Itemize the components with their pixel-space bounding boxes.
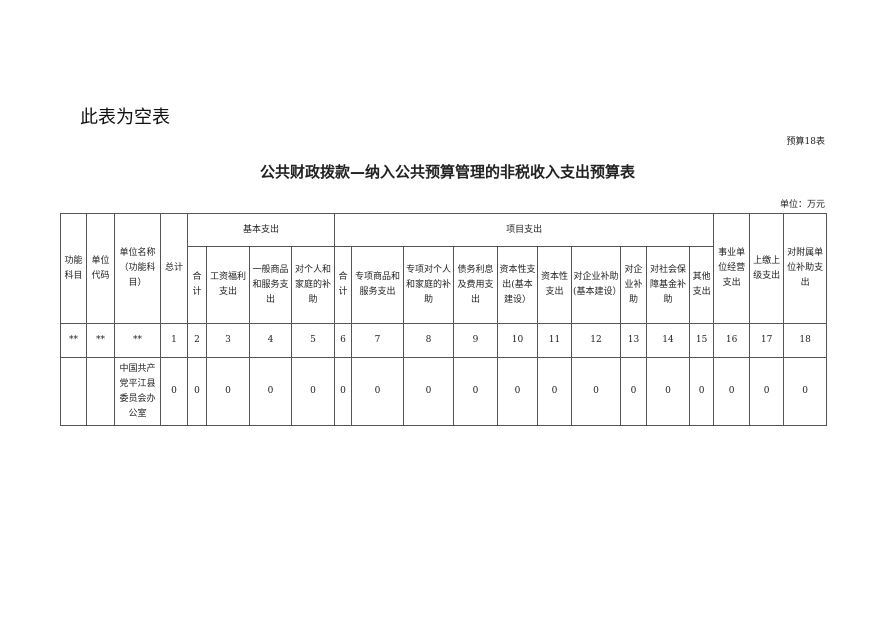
header-tail: 对附属单位补助支出	[783, 213, 828, 324]
data-cell: 0	[187, 357, 207, 426]
header-total: 总计	[160, 213, 188, 324]
header-project-col: 专项商品和服务支出	[351, 246, 405, 324]
header-project: 项目支出	[334, 213, 715, 247]
number-cell: 9	[453, 323, 499, 358]
data-cell: 中国共产党平江县委员会办公室	[114, 357, 161, 426]
data-cell: 0	[206, 357, 250, 426]
data-cell: 0	[571, 357, 622, 426]
header-project-col: 对企业补助	[620, 246, 648, 324]
number-cell: **	[114, 323, 161, 358]
data-cell: 0	[646, 357, 691, 426]
number-cell: 1	[160, 323, 188, 358]
data-cell: 0	[497, 357, 539, 426]
header-project-col: 对企业补助(基本建设）	[571, 246, 622, 324]
unit-label: 单位：万元	[779, 200, 825, 210]
table-code: 预算18表	[786, 137, 825, 147]
number-cell: 5	[290, 323, 336, 358]
data-cell: 0	[334, 357, 353, 426]
header-basic-col: 合计	[187, 246, 207, 324]
data-cell: 0	[713, 357, 751, 426]
header-unit-code: 单位代码	[86, 213, 115, 324]
header-project-col: 对社会保障基金补助	[646, 246, 691, 324]
number-cell: 13	[620, 323, 648, 358]
header-project-col: 其他支出	[689, 246, 715, 324]
data-cell: 0	[537, 357, 573, 426]
number-cell: **	[86, 323, 115, 358]
header-project-col: 资本性支出	[537, 246, 573, 324]
header-basic: 基本支出	[186, 213, 336, 247]
data-cell: 0	[749, 357, 785, 426]
number-cell: 16	[713, 323, 751, 358]
number-cell: 18	[783, 323, 828, 358]
data-cell	[60, 357, 87, 426]
number-cell: 2	[187, 323, 207, 358]
number-cell: 12	[571, 323, 622, 358]
data-cell: 0	[689, 357, 715, 426]
data-cell: 0	[403, 357, 455, 426]
data-cell: 0	[249, 357, 292, 426]
header-basic-col: 对个人和家庭的补助	[290, 246, 336, 324]
number-cell: 11	[537, 323, 573, 358]
header-tail: 事业单位经营支出	[713, 213, 751, 324]
header-basic-col: 工资福利支出	[206, 246, 250, 324]
data-cell: 0	[290, 357, 336, 426]
data-cell: 0	[783, 357, 828, 426]
number-cell: 6	[334, 323, 353, 358]
number-cell: **	[60, 323, 87, 358]
number-cell: 10	[497, 323, 539, 358]
number-cell: 15	[689, 323, 715, 358]
header-func: 功能科目	[60, 213, 87, 324]
data-cell: 0	[453, 357, 499, 426]
header-project-col: 专项对个人和家庭的补助	[403, 246, 455, 324]
data-cell: 0	[620, 357, 648, 426]
number-cell: 7	[351, 323, 405, 358]
number-cell: 4	[249, 323, 292, 358]
data-cell: 0	[351, 357, 405, 426]
data-cell	[86, 357, 115, 426]
empty-table-note: 此表为空表	[80, 107, 170, 128]
number-cell: 3	[206, 323, 250, 358]
number-cell: 17	[749, 323, 785, 358]
header-tail: 上缴上级支出	[749, 213, 785, 324]
page-title: 公共财政拨款—纳入公共预算管理的非税收入支出预算表	[259, 163, 635, 181]
data-cell: 0	[160, 357, 188, 426]
header-project-col: 债务利息及费用支出	[453, 246, 499, 324]
number-cell: 14	[646, 323, 691, 358]
header-basic-col: 一般商品和服务支出	[249, 246, 292, 324]
header-unit-name: 单位名称（功能科目）	[114, 213, 161, 324]
budget-table: 功能科目 单位代码 单位名称（功能科目） 总计 基本支出 项目支出 事业单位经营…	[60, 213, 828, 426]
header-project-col: 资本性支出(基本建设）	[497, 246, 539, 324]
header-project-col: 合计	[334, 246, 353, 324]
number-cell: 8	[403, 323, 455, 358]
